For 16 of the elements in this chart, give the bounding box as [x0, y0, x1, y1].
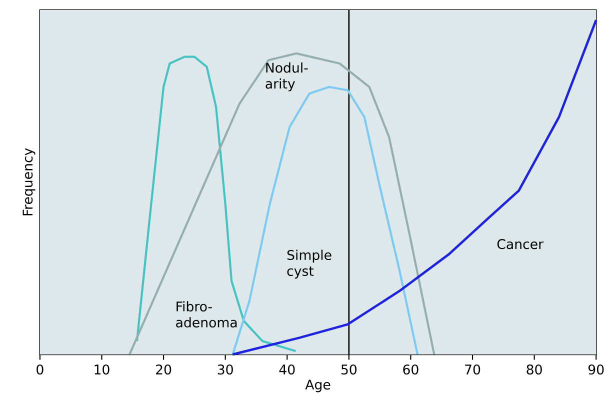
x-tick-label: 50 — [341, 364, 357, 374]
x-tick-label: 0 — [36, 364, 44, 374]
x-tick-label: 30 — [218, 364, 233, 374]
x-tick-label: 60 — [403, 364, 418, 374]
series-label: Fibro-adenoma — [176, 301, 237, 328]
x-tick-label: 90 — [588, 364, 604, 374]
x-tick-label: 10 — [94, 364, 110, 374]
series-label: Simple cyst — [287, 250, 332, 278]
x-tick-label: 40 — [279, 364, 295, 374]
x-tick-label: 70 — [465, 364, 480, 374]
series-label: Nodul-arity — [266, 62, 308, 92]
x-tick-label: 20 — [156, 364, 172, 374]
series-label: Cancer — [497, 238, 544, 249]
x-axis-title: Age — [305, 380, 330, 392]
y-axis-title: Frequency — [22, 148, 36, 216]
x-tick-label: 80 — [526, 364, 542, 374]
